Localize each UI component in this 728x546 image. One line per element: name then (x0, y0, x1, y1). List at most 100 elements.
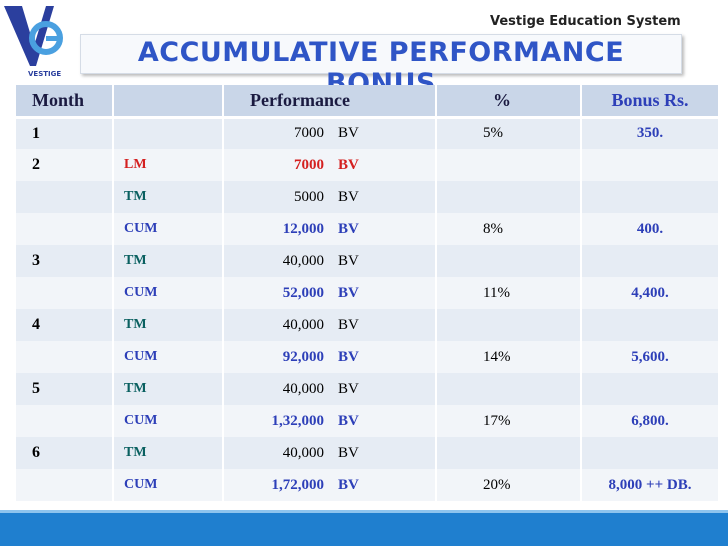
logo: VESTIGE (4, 6, 63, 78)
table-row: 6 TM 40,000 BV (14, 437, 720, 469)
unit: BV (338, 444, 359, 461)
unit: BV (338, 284, 359, 301)
month: 3 (14, 245, 114, 277)
col-month: Month (14, 85, 114, 119)
logo-v (4, 6, 54, 66)
table-row: 4 TM 40,000 BV (14, 309, 720, 341)
table-row: CUM 1,72,000 BV 20% 8,000 ++ DB. (14, 469, 720, 501)
unit: BV (338, 252, 359, 269)
row-label: CUM (112, 277, 224, 309)
bonus: 4,400. (580, 277, 720, 309)
month (14, 469, 114, 501)
amount: 7000 (294, 156, 324, 173)
row-label (112, 117, 224, 149)
footer-bar (0, 510, 728, 546)
performance: 92,000 BV (222, 341, 437, 373)
unit: BV (338, 380, 359, 397)
performance: 1,72,000 BV (222, 469, 437, 501)
table-row: 5 TM 40,000 BV (14, 373, 720, 405)
percent (435, 437, 582, 469)
bonus (580, 245, 720, 277)
row-label: TM (112, 181, 224, 213)
row-label: TM (112, 437, 224, 469)
month: 4 (14, 309, 114, 341)
amount: 40,000 (282, 444, 324, 461)
performance: 5000 BV (222, 181, 437, 213)
col-bonus: Bonus Rs. (580, 85, 720, 119)
performance: 12,000 BV (222, 213, 437, 245)
performance: 40,000 BV (222, 373, 437, 405)
month (14, 213, 114, 245)
performance: 1,32,000 BV (222, 405, 437, 437)
amount: 1,32,000 (271, 412, 325, 429)
percent: 14% (435, 341, 582, 373)
amount: 40,000 (282, 252, 324, 269)
percent: 11% (435, 277, 582, 309)
percent (435, 373, 582, 405)
unit: BV (338, 156, 359, 173)
month: 2 (14, 149, 114, 181)
amount: 1,72,000 (271, 476, 325, 493)
bonus (580, 373, 720, 405)
table-row: CUM 12,000 BV 8% 400. (14, 213, 720, 245)
performance: 7000 BV (222, 117, 437, 149)
amount: 40,000 (282, 316, 324, 333)
row-label: CUM (112, 405, 224, 437)
performance: 40,000 BV (222, 245, 437, 277)
row-label: TM (112, 245, 224, 277)
row-label: TM (112, 309, 224, 341)
amount: 92,000 (282, 348, 324, 365)
unit: BV (338, 412, 359, 429)
month: 5 (14, 373, 114, 405)
percent (435, 149, 582, 181)
unit: BV (338, 476, 359, 493)
percent (435, 245, 582, 277)
unit: BV (338, 348, 359, 365)
logo-text: VESTIGE (28, 70, 61, 78)
title-banner: ACCUMULATIVE PERFORMANCE BONUS (80, 34, 682, 99)
month (14, 341, 114, 373)
col-performance: Performance (222, 85, 437, 119)
bonus: 350. (580, 117, 720, 149)
logo-g-bar (46, 36, 60, 41)
row-label: CUM (112, 213, 224, 245)
bonus (580, 309, 720, 341)
col-percent: % (435, 85, 582, 119)
row-label: CUM (112, 469, 224, 501)
bonus: 8,000 ++ DB. (580, 469, 720, 501)
performance: 40,000 BV (222, 437, 437, 469)
table-row: CUM 92,000 BV 14% 5,600. (14, 341, 720, 373)
unit: BV (338, 316, 359, 333)
month (14, 277, 114, 309)
unit: BV (338, 125, 359, 142)
performance: 40,000 BV (222, 309, 437, 341)
percent: 8% (435, 213, 582, 245)
table-row: 1 7000 BV 5% 350. (14, 117, 720, 149)
percent: 5% (435, 117, 582, 149)
table-row: CUM 1,32,000 BV 17% 6,800. (14, 405, 720, 437)
amount: 12,000 (282, 220, 324, 237)
bonus: 6,800. (580, 405, 720, 437)
bonus (580, 437, 720, 469)
percent: 20% (435, 469, 582, 501)
row-label: CUM (112, 341, 224, 373)
table-row: 2 LM 7000 BV (14, 149, 720, 181)
month: 6 (14, 437, 114, 469)
bonus: 5,600. (580, 341, 720, 373)
bonus (580, 181, 720, 213)
amount: 7000 (294, 125, 324, 142)
table-body: 1 7000 BV 5% 350. 2 LM 7000 BV TM 5000 BV CUM 12,000 B… (14, 117, 720, 501)
month (14, 405, 114, 437)
header-row: Month Performance % Bonus Rs. (14, 85, 720, 119)
amount: 5000 (294, 188, 324, 205)
percent: 17% (435, 405, 582, 437)
month (14, 181, 114, 213)
col-blank (112, 85, 224, 119)
performance: 7000 BV (222, 149, 437, 181)
unit: BV (338, 220, 359, 237)
bonus (580, 149, 720, 181)
amount: 52,000 (282, 284, 324, 301)
row-label: TM (112, 373, 224, 405)
unit: BV (338, 188, 359, 205)
